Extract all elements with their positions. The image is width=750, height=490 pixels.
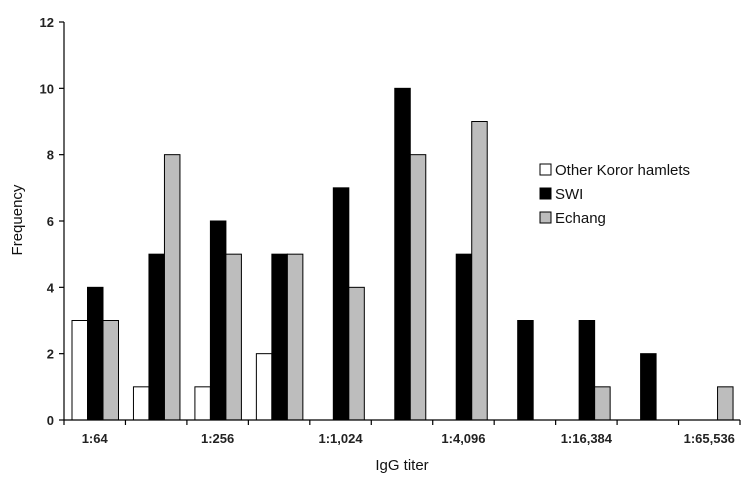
legend-swatch-echang (539, 211, 552, 224)
bar-echang-3 (286, 253, 304, 421)
bar-swi-0 (87, 286, 104, 421)
y-tick-label: 2 (47, 347, 54, 362)
y-axis-title: Frequency (9, 184, 26, 255)
y-tick-label: 10 (40, 81, 54, 96)
legend-swatch-other-koror-hamlets (539, 163, 552, 176)
y-tick-label: 12 (40, 15, 54, 30)
x-tick-label: 1:4,096 (441, 431, 485, 446)
legend-label-swi: SWI (555, 186, 583, 203)
bar-swi-7 (517, 320, 534, 421)
bar-echang-6 (471, 121, 488, 421)
legend-label-other-koror-hamlets: Other Koror hamlets (555, 162, 690, 179)
bar-other-koror-hamlets-2 (194, 386, 211, 421)
bar-swi-4 (332, 187, 350, 421)
bar-swi-8 (578, 320, 596, 421)
bar-echang-0 (102, 320, 119, 421)
bar-swi-1 (148, 253, 165, 421)
bar-other-koror-hamlets-0 (71, 320, 88, 421)
y-tick-label: 0 (47, 413, 54, 428)
bar-swi-2 (209, 220, 227, 421)
bar-echang-5 (409, 154, 427, 421)
bar-echang-1 (163, 154, 181, 421)
y-tick-label: 8 (47, 148, 54, 163)
bar-other-koror-hamlets-1 (132, 386, 150, 421)
bar-swi-6 (455, 253, 473, 421)
x-tick-label: 1:65,536 (684, 431, 735, 446)
bar-swi-3 (271, 253, 288, 421)
legend: Other Koror hamlets SWI Echang (539, 162, 690, 227)
x-axis-title: IgG titer (375, 457, 428, 474)
x-tick-label: 1:16,384 (561, 431, 613, 446)
x-tick-label: 1:1,024 (318, 431, 363, 446)
y-tick-label: 4 (47, 280, 55, 295)
bar-swi-9 (640, 353, 657, 421)
legend-label-echang: Echang (555, 210, 606, 227)
bar-swi-5 (394, 87, 411, 421)
bar-other-koror-hamlets-3 (255, 353, 273, 421)
x-tick-label: 1:64 (82, 431, 109, 446)
bar-echang-10 (717, 386, 734, 421)
x-tick-label: 1:256 (201, 431, 234, 446)
bar-echang-8 (594, 386, 611, 421)
y-axis: 0 2 4 6 8 10 12 (40, 15, 65, 428)
bar-echang-2 (225, 253, 242, 421)
plot-area (71, 87, 734, 421)
bar-echang-4 (348, 286, 365, 421)
y-tick-label: 6 (47, 214, 54, 229)
x-axis: 1:64 1:256 1:1,024 1:4,096 1:16,384 1:65,536 (63, 419, 741, 446)
legend-swatch-swi (539, 187, 552, 200)
